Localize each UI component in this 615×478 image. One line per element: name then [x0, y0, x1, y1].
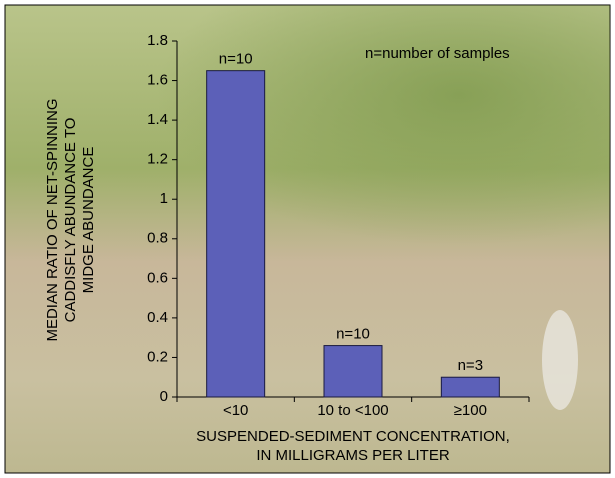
- foliage: [5, 5, 610, 305]
- annotation: n=number of samples: [365, 45, 510, 62]
- y-tick-label: 0.8: [147, 230, 168, 247]
- y-tick-label: 0: [160, 388, 168, 405]
- bar-label: n=10: [219, 51, 253, 68]
- y-axis-title-line: CADDISFLY ABUNDANCE TO: [62, 118, 79, 323]
- y-tick-label: 0.2: [147, 348, 168, 365]
- wader: [542, 310, 578, 410]
- y-tick-label: 1: [160, 190, 168, 207]
- x-tick-label: 10 to <100: [317, 402, 388, 419]
- y-axis-title-line: MIDGE ABUNDANCE: [80, 147, 97, 294]
- y-axis-title-line: MEDIAN RATIO OF NET-SPINNING: [44, 98, 61, 341]
- y-tick-label: 0.6: [147, 269, 168, 286]
- y-tick-label: 1.6: [147, 72, 168, 89]
- y-tick-label: 1.8: [147, 32, 168, 49]
- x-axis-title: IN MILLIGRAMS PER LITER: [256, 447, 450, 464]
- x-tick-label: ≥100: [454, 402, 487, 419]
- x-axis-title: SUSPENDED-SEDIMENT CONCENTRATION,: [196, 428, 510, 445]
- x-tick-label: <10: [223, 402, 248, 419]
- bar-label: n=3: [458, 357, 483, 374]
- bar: [206, 70, 266, 398]
- y-tick-label: 0.4: [147, 309, 168, 326]
- bar-label: n=10: [336, 326, 370, 343]
- y-tick-label: 1.2: [147, 151, 168, 168]
- y-tick-label: 1.4: [147, 111, 168, 128]
- y-axis-title: MEDIAN RATIO OF NET-SPINNING CADDISFLY A…: [44, 98, 97, 341]
- bar: [440, 376, 500, 398]
- bar: [323, 345, 383, 398]
